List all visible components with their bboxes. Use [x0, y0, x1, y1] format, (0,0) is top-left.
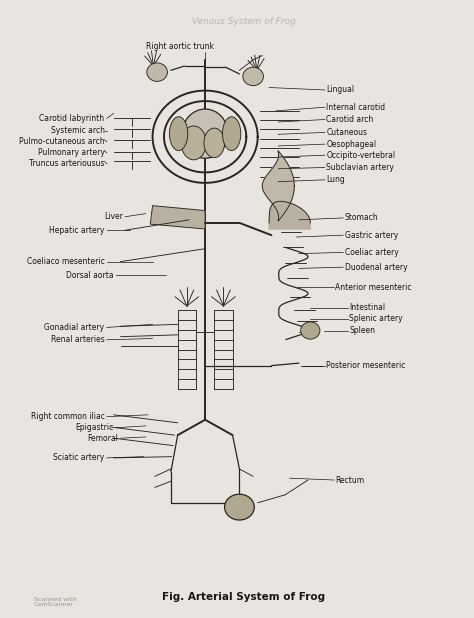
Text: Renal arteries: Renal arteries: [51, 335, 105, 344]
Text: Cutaneous: Cutaneous: [326, 128, 367, 137]
Text: Pulmonary artery: Pulmonary artery: [37, 148, 105, 157]
Text: Venous System of Frog: Venous System of Frog: [192, 17, 296, 25]
Ellipse shape: [243, 67, 264, 86]
Ellipse shape: [182, 109, 228, 158]
Text: Posterior mesenteric: Posterior mesenteric: [326, 361, 406, 370]
Text: Lung: Lung: [326, 176, 345, 184]
Text: Truncus arteriousus: Truncus arteriousus: [29, 159, 105, 168]
Ellipse shape: [181, 126, 206, 160]
Text: Gastric artery: Gastric artery: [345, 231, 398, 240]
Text: Scanned with
CamScanner: Scanned with CamScanner: [34, 596, 76, 607]
Text: Right aortic trunk: Right aortic trunk: [146, 41, 214, 51]
Text: Splenic artery: Splenic artery: [349, 315, 403, 323]
Text: Internal carotid: Internal carotid: [326, 103, 385, 112]
Text: Intestinal: Intestinal: [349, 303, 385, 312]
Ellipse shape: [204, 128, 225, 158]
Text: Right common iliac: Right common iliac: [31, 412, 105, 421]
Text: Gonadial artery: Gonadial artery: [45, 323, 105, 332]
Text: Spleen: Spleen: [349, 326, 375, 335]
Text: Coeliaco mesenteric: Coeliaco mesenteric: [27, 257, 105, 266]
Text: Carotid arch: Carotid arch: [326, 115, 374, 124]
Text: Sciatic artery: Sciatic artery: [53, 454, 105, 462]
Text: Stomach: Stomach: [345, 213, 378, 222]
Text: Lingual: Lingual: [326, 85, 355, 95]
Text: Systemic arch: Systemic arch: [51, 126, 105, 135]
Ellipse shape: [222, 117, 241, 151]
Text: Oesophageal: Oesophageal: [326, 140, 376, 148]
Text: Duodenal artery: Duodenal artery: [345, 263, 407, 272]
Text: Occipito-vertebral: Occipito-vertebral: [326, 151, 395, 159]
Text: Anterior mesenteric: Anterior mesenteric: [336, 283, 412, 292]
Ellipse shape: [225, 494, 254, 520]
Text: Hepatic artery: Hepatic artery: [49, 226, 105, 235]
Polygon shape: [269, 201, 310, 229]
Text: Pulmo-cutaneous arch: Pulmo-cutaneous arch: [19, 137, 105, 146]
Polygon shape: [150, 206, 205, 229]
Ellipse shape: [147, 63, 167, 82]
Text: Carotid labyrinth: Carotid labyrinth: [39, 114, 105, 123]
Ellipse shape: [301, 322, 320, 339]
Text: Fig. Arterial System of Frog: Fig. Arterial System of Frog: [163, 592, 326, 602]
Text: Epigastric: Epigastric: [75, 423, 114, 432]
Polygon shape: [262, 151, 294, 221]
Text: Rectum: Rectum: [336, 475, 365, 485]
Text: Subclavian artery: Subclavian artery: [326, 163, 394, 172]
Text: Dorsal aorta: Dorsal aorta: [66, 271, 114, 280]
Text: Femoral: Femoral: [87, 434, 118, 442]
Text: Coeliac artery: Coeliac artery: [345, 248, 398, 257]
Text: Liver: Liver: [104, 212, 123, 221]
Ellipse shape: [170, 117, 188, 151]
